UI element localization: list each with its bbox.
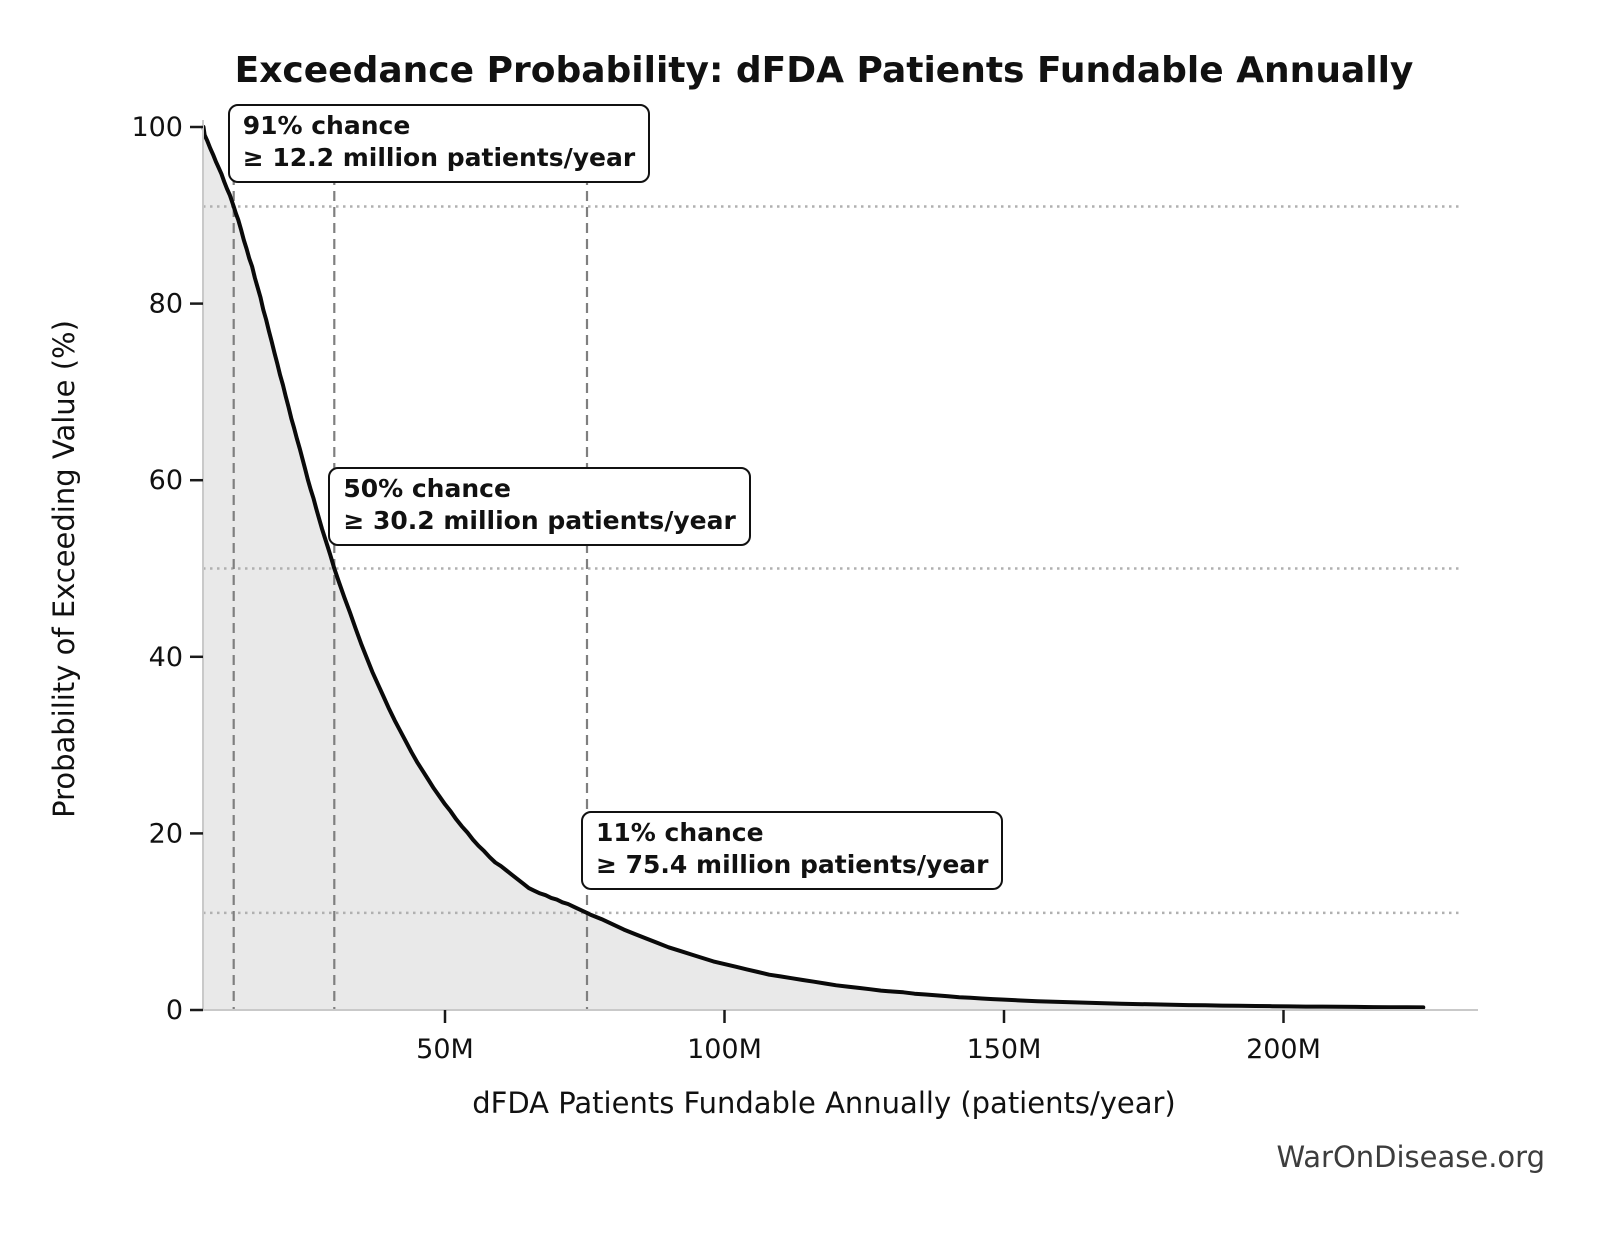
annotation-line2: ≥ 30.2 million patients/year (343, 505, 736, 535)
x-axis-label: dFDA Patients Fundable Annually (patient… (472, 1086, 1176, 1120)
annotation-line1: 91% chance (242, 111, 411, 141)
y-tick-label: 20 (149, 818, 183, 849)
annotation-line1: 11% chance (595, 817, 764, 847)
annotation-11-percent-chance: 11% chance ≥ 75.4 million patients/year (580, 810, 1004, 890)
curve-fill-area (203, 127, 1424, 1010)
annotation-91-percent-chance: 91% chance ≥ 12.2 million patients/year (227, 104, 651, 184)
x-tick-label: 150M (967, 1034, 1042, 1065)
x-tick-label: 100M (687, 1034, 762, 1065)
y-tick-label: 0 (166, 995, 183, 1026)
annotation-50-percent-chance: 50% chance ≥ 30.2 million patients/year (328, 466, 751, 546)
annotation-line1: 50% chance (343, 473, 511, 503)
y-tick-label: 100 (131, 112, 183, 143)
annotation-line2: ≥ 12.2 million patients/year (242, 143, 636, 173)
exceedance-curve (201, 125, 1426, 1010)
y-tick-label: 60 (149, 465, 183, 496)
y-tick-label: 40 (149, 642, 183, 673)
watermark: WarOnDisease.org (1276, 1140, 1545, 1174)
chart-title: Exceedance Probability: dFDA Patients Fu… (234, 50, 1414, 91)
x-tick-label: 50M (416, 1034, 474, 1065)
x-tick-label: 200M (1246, 1034, 1321, 1065)
annotation-line2: ≥ 75.4 million patients/year (595, 849, 989, 879)
y-tick-label: 80 (149, 289, 183, 320)
